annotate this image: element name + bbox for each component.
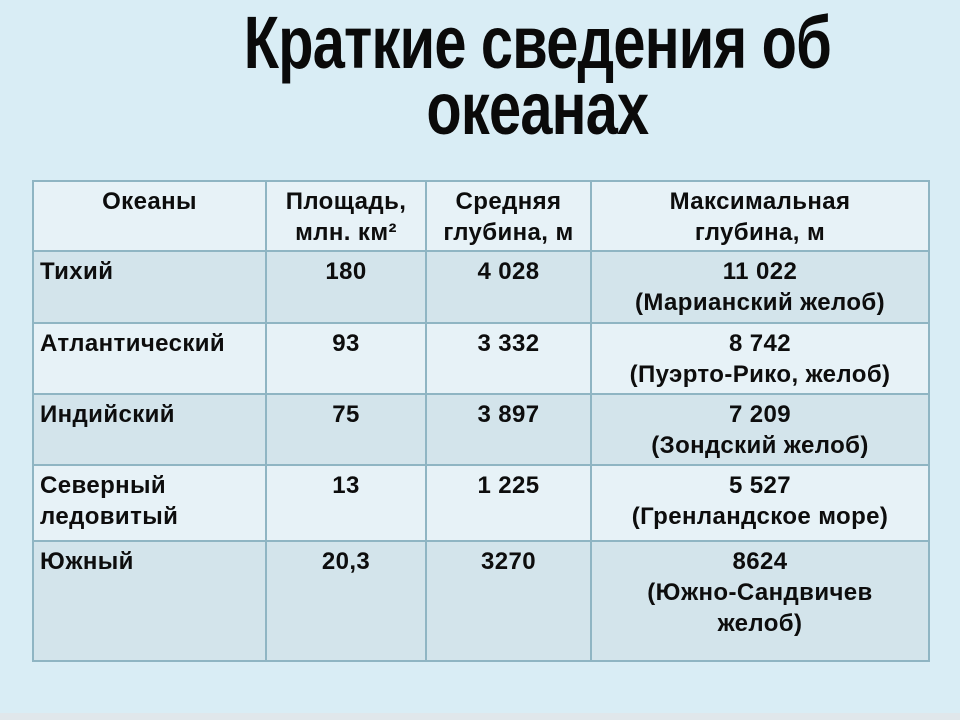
- max-depth-value: 11 022: [722, 258, 798, 285]
- max-depth-value: 8624: [732, 548, 788, 575]
- column-header-oceans: Океаны: [32, 180, 267, 252]
- cell-area: 13: [265, 464, 427, 542]
- cell-ocean-name: Индийский: [32, 393, 267, 466]
- column-header-line: млн. км²: [295, 219, 397, 246]
- oceans-table: Океаны Площадь, млн. км² Средняя глубина…: [32, 180, 930, 662]
- column-header-max-depth: Максимальная глубина, м: [590, 180, 930, 252]
- max-depth-value: 8 742: [728, 330, 792, 357]
- cell-ocean-name: Тихий: [32, 250, 267, 324]
- cell-ocean-name: Атлантический: [32, 322, 267, 395]
- max-depth-note: (Южно-Сандвичев желоб): [647, 579, 873, 637]
- cell-ocean-name: Южный: [32, 540, 267, 662]
- cell-ocean-name: Северный ледовитый: [32, 464, 267, 542]
- table-row-arctic: Северный ледовитый 13 1 225 5 527 (Гренл…: [32, 464, 930, 542]
- cell-avg-depth: 3270: [425, 540, 592, 662]
- cell-max-depth: 5 527 (Гренландское море): [590, 464, 930, 542]
- column-header-line: Средняя: [455, 188, 562, 215]
- max-depth-value: 7 209: [728, 401, 792, 428]
- slide-title-line2: океанах: [426, 67, 649, 150]
- table-row-indian: Индийский 75 3 897 7 209 (Зондский желоб…: [32, 393, 930, 466]
- slide-title-line1: Краткие сведения об: [243, 1, 831, 84]
- cell-area: 180: [265, 250, 427, 324]
- max-depth-value: 5 527: [728, 472, 792, 499]
- column-header-line: Максимальная: [669, 188, 851, 215]
- max-depth-note: (Зондский желоб): [651, 432, 869, 459]
- cell-max-depth: 7 209 (Зондский желоб): [590, 393, 930, 466]
- max-depth-note: (Гренландское море): [631, 503, 889, 530]
- cell-avg-depth: 3 897: [425, 393, 592, 466]
- cell-max-depth: 8 742 (Пуэрто-Рико, желоб): [590, 322, 930, 395]
- cell-area: 93: [265, 322, 427, 395]
- column-header-area: Площадь, млн. км²: [265, 180, 427, 252]
- cell-area: 20,3: [265, 540, 427, 662]
- max-depth-note: (Пуэрто-Рико, желоб): [629, 361, 891, 388]
- column-header-line: глубина, м: [443, 219, 574, 246]
- table-header-row: Океаны Площадь, млн. км² Средняя глубина…: [32, 180, 930, 252]
- cell-avg-depth: 4 028: [425, 250, 592, 324]
- table-row-pacific: Тихий 180 4 028 11 022 (Марианский желоб…: [32, 250, 930, 324]
- column-header-line: глубина, м: [694, 219, 826, 246]
- cell-avg-depth: 1 225: [425, 464, 592, 542]
- cell-max-depth: 11 022 (Марианский желоб): [590, 250, 930, 324]
- slide-title-text: Краткие сведения об океанах: [243, 1, 831, 150]
- cell-area: 75: [265, 393, 427, 466]
- column-header-line: Океаны: [102, 188, 197, 215]
- column-header-avg-depth: Средняя глубина, м: [425, 180, 592, 252]
- slide-title: Краткие сведения об океанах: [0, 1, 960, 150]
- max-depth-note: (Марианский желоб): [634, 289, 886, 316]
- cell-max-depth: 8624 (Южно-Сандвичев желоб): [590, 540, 930, 662]
- cell-avg-depth: 3 332: [425, 322, 592, 395]
- column-header-line: Площадь,: [285, 188, 407, 215]
- table-row-southern: Южный 20,3 3270 8624 (Южно-Сандвичев жел…: [32, 540, 930, 662]
- table-row-atlantic: Атлантический 93 3 332 8 742 (Пуэрто-Рик…: [32, 322, 930, 395]
- slide-bottom-edge: [0, 713, 960, 720]
